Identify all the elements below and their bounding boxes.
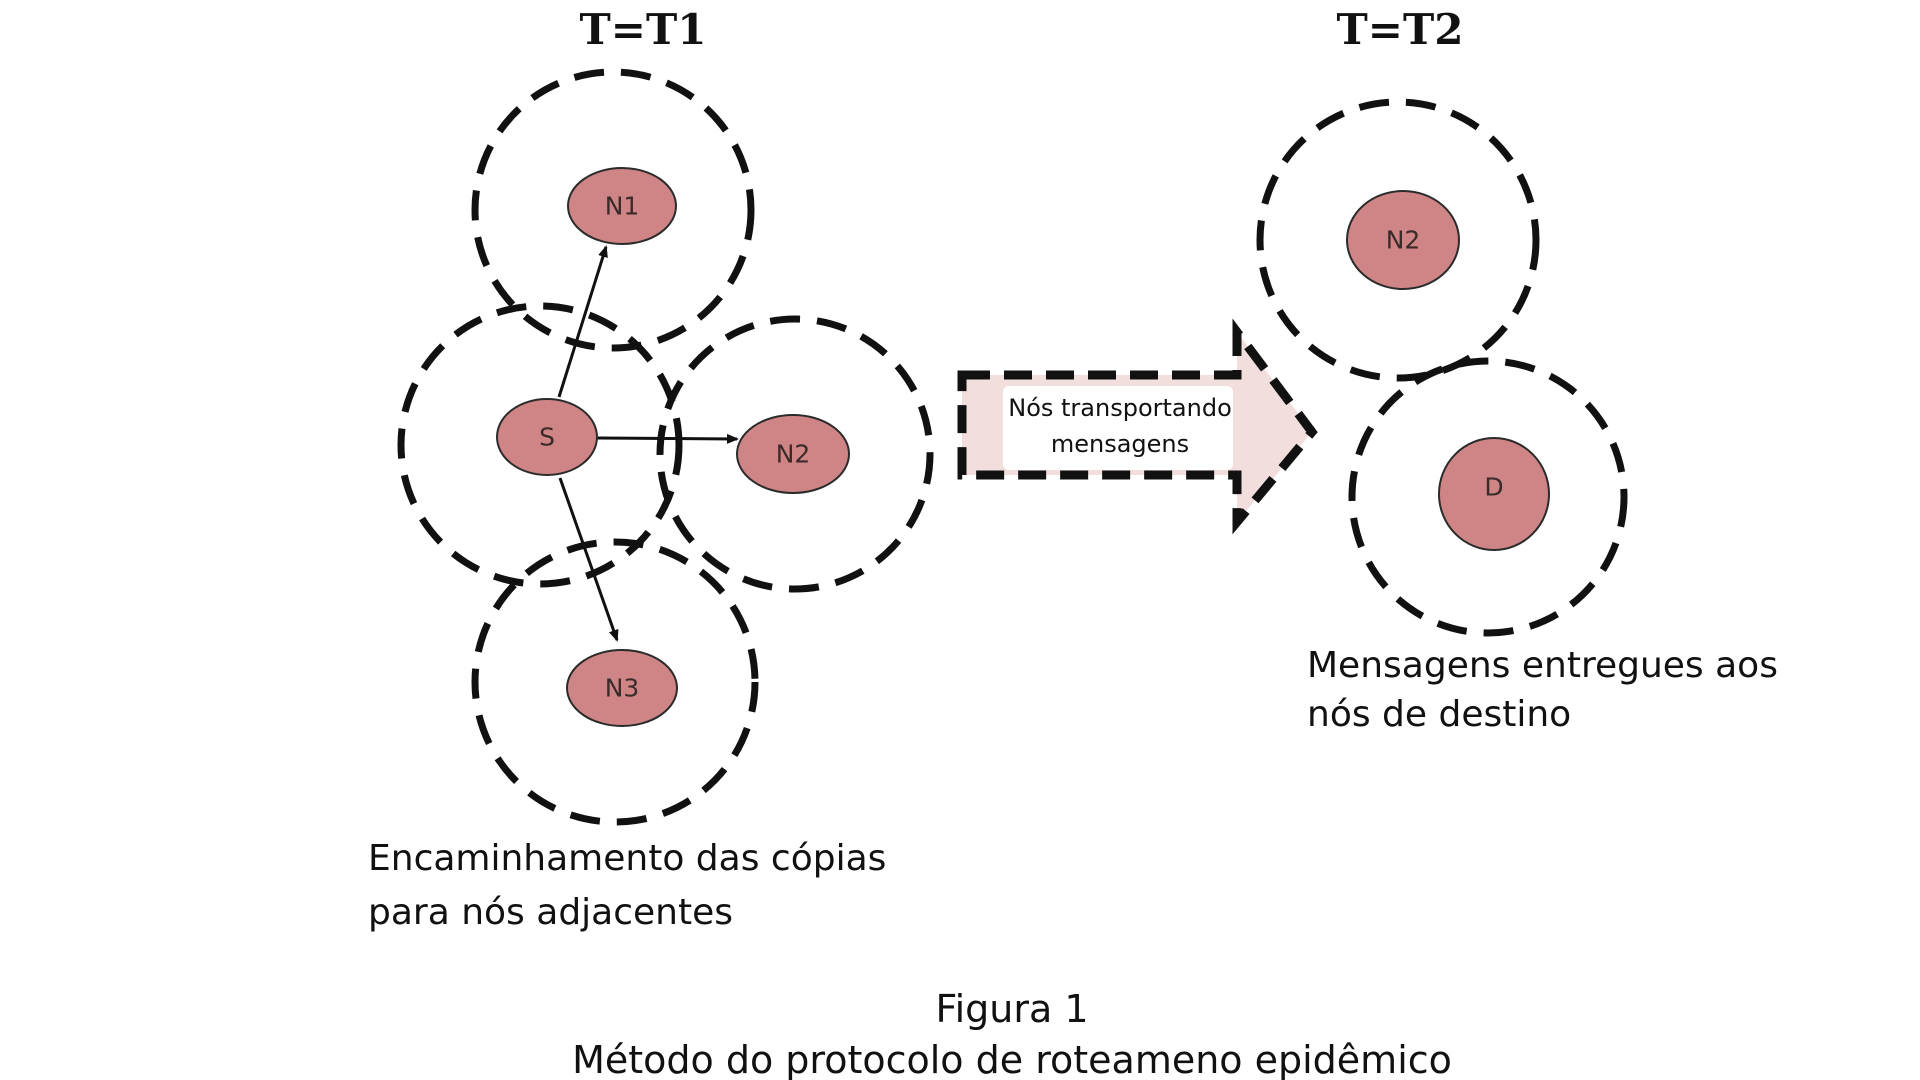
t2-ranges	[1256, 98, 1628, 637]
node-n1: N1	[567, 167, 677, 245]
range-circle-t2-n2	[1256, 98, 1540, 382]
caption-left-line1: Encaminhamento das cópias	[368, 838, 886, 879]
range-circle-n1	[471, 68, 755, 352]
range-circle-s	[397, 302, 683, 588]
time-label-t1: T=T1	[580, 5, 707, 54]
node-label-n1: N1	[605, 192, 640, 221]
node-n3: N3	[566, 649, 678, 727]
caption-right-line2: nós de destino	[1307, 694, 1571, 735]
caption-left-line2: para nós adjacentes	[368, 892, 733, 933]
figure-title: Método do protocolo de roteameno epidêmi…	[572, 1038, 1452, 1080]
t1-edges	[557, 245, 739, 642]
caption-right-line1: Mensagens entregues aos	[1307, 645, 1778, 686]
node-s: S	[496, 398, 598, 476]
range-circle-n3	[471, 538, 759, 826]
node-n2: N2	[736, 414, 850, 494]
node-label-t2-n2: N2	[1386, 226, 1421, 255]
edge-s-to-n1	[557, 245, 608, 398]
node-d: D	[1438, 437, 1550, 551]
node-label-s: S	[539, 423, 555, 452]
edge-s-to-n2	[596, 433, 739, 444]
node-label-n2: N2	[776, 440, 811, 469]
edge-s-to-n3	[558, 477, 619, 642]
figure-number: Figura 1	[935, 987, 1088, 1031]
time-label-t2: T=T2	[1337, 5, 1464, 54]
node-label-d: D	[1484, 473, 1503, 502]
transition-label-line2: mensagens	[1051, 430, 1189, 458]
range-circle-d	[1348, 357, 1628, 637]
node-t2-n2: N2	[1346, 190, 1460, 290]
t1-ranges	[397, 68, 934, 826]
range-circle-n2	[656, 315, 934, 593]
transition-arrow: Nós transportando mensagens	[957, 318, 1318, 535]
node-label-n3: N3	[605, 674, 640, 703]
transition-label-box	[1003, 386, 1233, 470]
transition-label-line1: Nós transportando	[1008, 394, 1232, 422]
